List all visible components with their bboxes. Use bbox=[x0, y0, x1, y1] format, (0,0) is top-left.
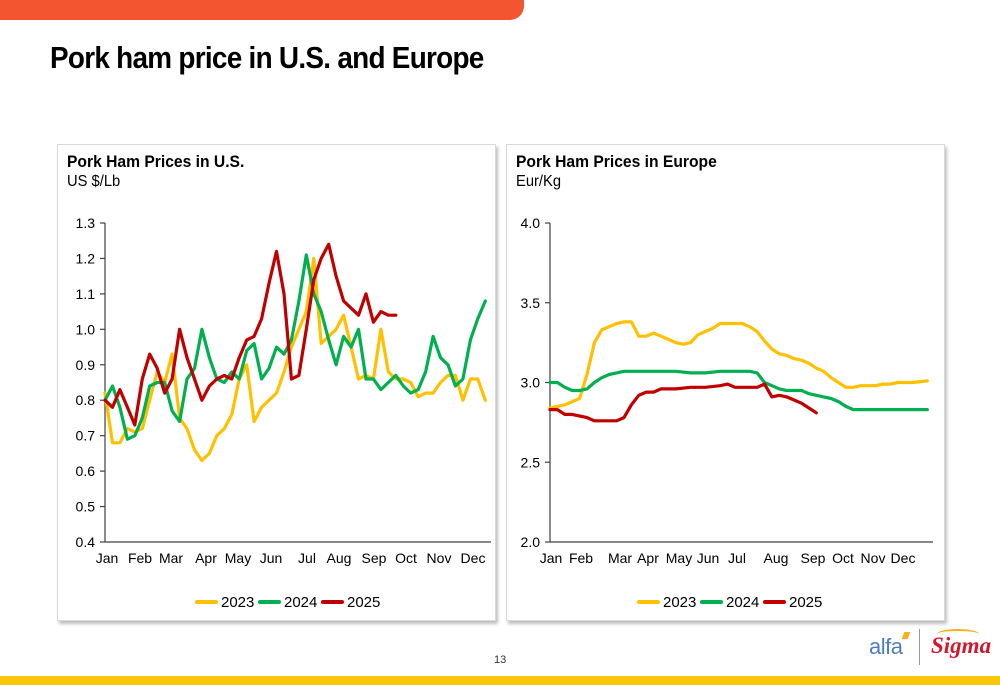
y-tick-label: 2.0 bbox=[521, 534, 541, 550]
y-tick-label: 1.0 bbox=[76, 321, 96, 337]
legend-label-2023: 2023 bbox=[663, 594, 696, 611]
y-tick-label: 1.2 bbox=[76, 250, 96, 266]
x-tick-label: Aug bbox=[764, 550, 789, 566]
x-tick-label: Jan bbox=[96, 550, 119, 566]
x-tick-label: Nov bbox=[427, 550, 452, 566]
y-tick-label: 0.7 bbox=[76, 428, 96, 444]
x-tick-label: Aug bbox=[327, 550, 352, 566]
alfa-logo: alfa bbox=[869, 632, 911, 660]
europe-chart-title: Pork Ham Prices in Europe bbox=[516, 152, 717, 171]
x-tick-label: Oct bbox=[832, 550, 854, 566]
x-tick-label: Jul bbox=[298, 550, 316, 566]
x-tick-label: Jun bbox=[260, 550, 283, 566]
y-tick-label: 0.8 bbox=[76, 392, 96, 408]
us-chart-subtitle: US $/Lb bbox=[67, 173, 121, 190]
y-tick-label: 0.4 bbox=[76, 534, 96, 550]
x-tick-label: Sep bbox=[362, 550, 387, 566]
x-tick-label: May bbox=[666, 550, 692, 566]
y-tick-label: 3.5 bbox=[521, 295, 541, 311]
y-tick-label: 3.0 bbox=[521, 375, 541, 391]
x-tick-label: Apr bbox=[195, 550, 217, 566]
header-accent-bar bbox=[0, 0, 524, 20]
x-tick-label: Mar bbox=[608, 550, 632, 566]
x-tick-label: Dec bbox=[461, 550, 486, 566]
legend-label-2025: 2025 bbox=[347, 594, 380, 611]
europe-price-chart: 2.0 2.5 3.0 3.5 4.0 Jan Feb Mar Apr May Jun Jul Aug S… bbox=[521, 215, 933, 611]
x-tick-label: Nov bbox=[861, 550, 886, 566]
x-tick-label: Jul bbox=[728, 550, 746, 566]
logo-divider bbox=[919, 629, 920, 665]
x-tick-label: Sep bbox=[801, 550, 826, 566]
x-tick-label: Oct bbox=[395, 550, 417, 566]
x-tick-label: Dec bbox=[891, 550, 916, 566]
y-tick-label: 2.5 bbox=[521, 454, 541, 470]
page-number: 13 bbox=[494, 654, 507, 666]
legend-label-2023: 2023 bbox=[221, 594, 254, 611]
y-tick-label: 0.5 bbox=[76, 499, 96, 515]
page-title: Pork ham price in U.S. and Europe bbox=[50, 40, 484, 75]
legend-label-2024: 2024 bbox=[284, 594, 317, 611]
series-line-2023 bbox=[548, 320, 929, 410]
y-tick-label: 1.3 bbox=[76, 215, 96, 231]
alfa-logo-text: alfa bbox=[869, 634, 903, 659]
y-tick-label: 0.6 bbox=[76, 463, 96, 479]
x-tick-label: Jun bbox=[697, 550, 720, 566]
series-line-2024 bbox=[103, 253, 487, 441]
us-price-chart: 0.4 0.5 0.6 0.7 0.8 0.9 1.0 1.1 1.2 1.3 Jan Feb Mar A… bbox=[76, 215, 491, 611]
x-tick-label: Feb bbox=[128, 550, 152, 566]
series-line-2024 bbox=[548, 369, 929, 412]
footer-accent-bar bbox=[0, 676, 1000, 685]
x-tick-label: Jan bbox=[540, 550, 563, 566]
us-chart-panel: Pork Ham Prices in U.S. US $/Lb 0.4 0.5 0.… bbox=[57, 144, 496, 621]
y-tick-label: 4.0 bbox=[521, 215, 541, 231]
sigma-logo-swoosh bbox=[937, 629, 979, 639]
x-tick-label: May bbox=[225, 550, 251, 566]
series-line-2025 bbox=[548, 382, 818, 423]
y-tick-label: 0.9 bbox=[76, 357, 96, 373]
x-tick-label: Mar bbox=[159, 550, 183, 566]
x-tick-label: Feb bbox=[569, 550, 593, 566]
europe-chart-subtitle: Eur/Kg bbox=[516, 173, 562, 190]
sigma-logo: Sigma bbox=[931, 629, 991, 659]
series-line-2023 bbox=[103, 256, 487, 463]
alfa-logo-accent bbox=[901, 632, 911, 639]
legend-label-2025: 2025 bbox=[789, 594, 822, 611]
y-tick-label: 1.1 bbox=[76, 286, 96, 302]
legend-label-2024: 2024 bbox=[726, 594, 759, 611]
series-line-2025 bbox=[103, 242, 398, 427]
x-tick-label: Apr bbox=[637, 550, 659, 566]
europe-chart-panel: Pork Ham Prices in Europe Eur/Kg 2.0 2.5 3… bbox=[506, 144, 945, 621]
us-chart-title: Pork Ham Prices in U.S. bbox=[67, 152, 245, 171]
